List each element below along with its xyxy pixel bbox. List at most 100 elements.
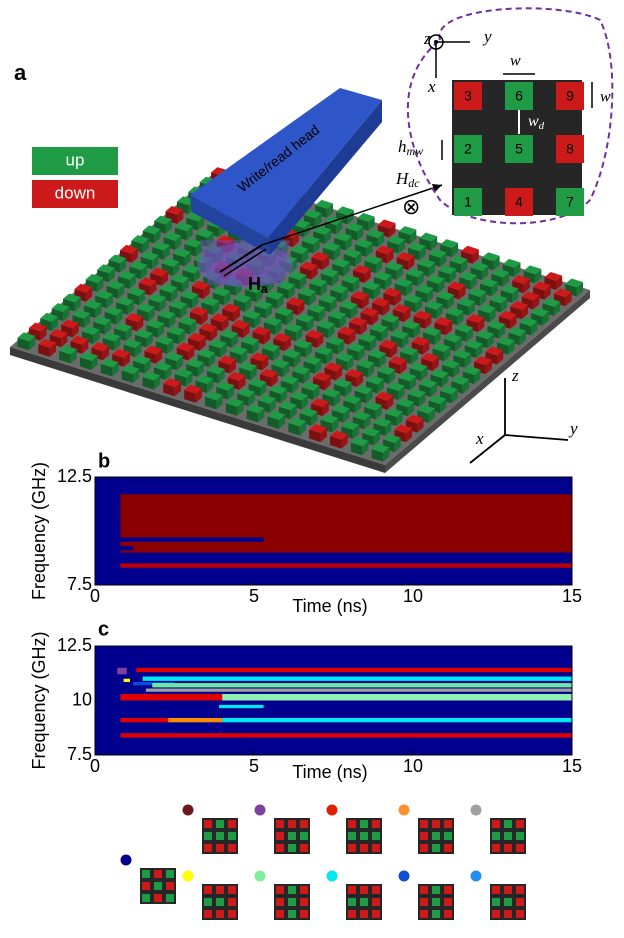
cube-top [108,254,127,264]
cube-side [207,378,214,394]
band [120,563,572,568]
cube-side [267,416,279,429]
cube-side [74,297,81,312]
cube-side [146,333,153,348]
cube-side [123,352,130,367]
cube-side [480,291,487,306]
cube-side [138,290,146,306]
cube-side [553,301,561,316]
cube-side [195,242,203,257]
cube-top [533,281,551,291]
cube-top [341,274,360,284]
cube-side [364,268,371,283]
cube-side [116,310,123,325]
cube-side [144,359,151,374]
state-icon-cell [142,870,150,878]
cube-side [165,365,172,380]
cube-side [324,375,331,391]
state-icon-cell [288,910,296,918]
cube-side [425,314,432,329]
cube-side [239,375,246,390]
cube-side [182,277,189,293]
cube-side [260,382,267,397]
cube-top [100,358,119,368]
cube-side [300,274,307,290]
cube-top [402,320,420,330]
cell-label: 6 [515,88,523,104]
cube-side [411,349,418,365]
cube-side [28,335,36,351]
cube-side [225,403,238,416]
cube-top [290,245,309,255]
band [120,546,134,551]
cube-top [481,252,500,262]
state-icon-cell [492,820,500,828]
cube-top [49,329,68,339]
cube-side [445,320,453,336]
state-icon-cell [444,910,452,918]
cube-side [17,337,29,351]
cube-top [413,310,432,320]
cube-top [381,313,400,323]
state-icon-cell [348,886,356,894]
cube-top [337,326,356,336]
band [120,733,572,738]
state-icon-cell [216,886,224,894]
cube-top [373,417,392,427]
cube-side [193,268,201,283]
cube-top [208,339,227,349]
band [142,676,572,681]
state-icon-cell [444,898,452,906]
cube-top [155,335,174,345]
cube-top [498,310,517,320]
cube-top [396,398,415,408]
cube-top [165,352,183,362]
cube-side [339,314,347,329]
cube-side [447,294,455,310]
y-tick-label: 10 [72,689,92,709]
state-icon-cell [204,910,212,918]
cube-top [171,274,189,284]
cube-side [334,245,341,261]
state-icon-cell [204,898,212,906]
cube-top [464,340,483,349]
cube-side [82,339,89,354]
cube-side [373,284,381,300]
cube-top [146,319,165,329]
cube-top [184,384,202,394]
cube-side [220,342,227,358]
cube-top [508,327,527,337]
cube-side [70,349,77,364]
plate-side [10,347,385,473]
cube-top [398,226,417,236]
cube-top [180,290,199,300]
cube-side [93,329,100,344]
cube-top [303,209,322,219]
cube-top [195,375,214,385]
cube-side [430,382,437,397]
state-icon-cell [300,886,308,894]
cube-top [278,401,297,411]
cube-side [355,252,362,267]
cube-top [322,388,341,398]
state-icon-cell [300,844,308,852]
cube-top [565,278,583,288]
state-icon-cell [372,898,380,906]
cube-top [356,212,375,222]
state-icon-cell [276,910,284,918]
state-icon-cell [372,910,380,918]
cube-side [405,427,413,443]
state-icon-cell [348,832,356,840]
cube-side [497,350,504,365]
cube-side [491,281,498,297]
cube-top [83,300,102,309]
cube-side [152,255,159,270]
cube-side [256,287,263,303]
state-icon-cell [492,844,500,852]
cube-top [269,385,288,394]
cube-top [154,215,172,225]
cube-side [440,398,447,414]
cube-side [258,408,265,423]
cube-side [296,326,303,342]
cube-top [74,283,93,293]
